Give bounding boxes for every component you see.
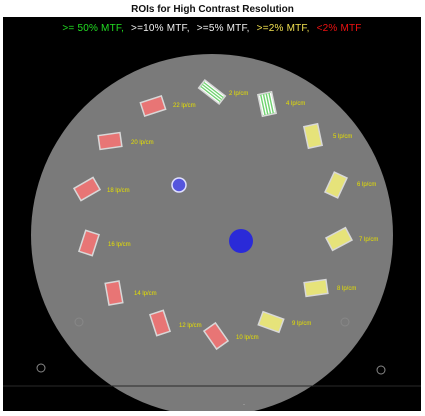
roi-label: 14 lp/cm (134, 291, 157, 297)
roi-label: 8 lp/cm (337, 286, 356, 292)
line-pair-bar (264, 94, 270, 114)
roi-label: 6 lp/cm (357, 182, 376, 188)
roi-12-lp-cm (148, 309, 172, 337)
roi-16-lp-cm (77, 229, 101, 257)
roi-label: 5 lp/cm (333, 134, 352, 140)
line-pair-bar (201, 85, 222, 101)
roi-box (302, 122, 324, 150)
legend-entry-50: >= 50% MTF, (62, 23, 125, 34)
roi-5-lp-cm (302, 122, 324, 150)
roi-box (148, 309, 172, 337)
line-pair-bar (269, 92, 276, 113)
roi-box (257, 310, 285, 334)
roi-22-lp-cm (139, 94, 167, 118)
legend-entry-10: >=10% MTF, (131, 23, 190, 34)
line-pair-bar (199, 87, 220, 103)
roi-20-lp-cm (97, 131, 123, 151)
line-pair-bar (261, 94, 268, 115)
roi-box (197, 79, 227, 105)
roi-box (104, 280, 124, 306)
roi-label: 9 lp/cm (292, 321, 311, 327)
roi-label: 16 lp/cm (108, 242, 131, 248)
marker-ring (74, 317, 84, 327)
roi-14-lp-cm (104, 280, 124, 306)
roi-box (202, 321, 230, 351)
marker-ring (376, 365, 386, 375)
line-pair-bar (202, 83, 223, 99)
mtf-legend: >= 50% MTF, >=10% MTF, >=5% MTF, >=2% MT… (3, 23, 421, 34)
roi-2-lp-cm (197, 79, 227, 105)
roi-7-lp-cm (324, 226, 354, 252)
roi-box (324, 226, 354, 252)
roi-box (72, 176, 102, 202)
legend-entry-lt2: <2% MTF (316, 23, 362, 34)
phantom-image-panel: >= 50% MTF, >=10% MTF, >=5% MTF, >=2% MT… (3, 17, 421, 411)
roi-18-lp-cm (72, 176, 102, 202)
roi-9-lp-cm (257, 310, 285, 334)
roi-label: 12 lp/cm (179, 323, 202, 329)
marker-ring (36, 363, 46, 373)
marker-ring (340, 317, 350, 327)
roi-label: 4 lp/cm (286, 101, 305, 107)
roi-box (303, 278, 329, 298)
roi-box (324, 171, 348, 199)
roi-layer: 2 lp/cm 4 lp/cm 5 lp/cm 6 lp/cm 7 lp/cm 8 lp/… (72, 79, 378, 351)
roi-label: 7 lp/cm (359, 237, 378, 243)
line-pair-bar (258, 95, 265, 116)
roi-label: 2 lp/cm (229, 91, 248, 97)
roi-box (97, 131, 123, 151)
small-insert (171, 177, 187, 193)
roi-label: 10 lp/cm (236, 335, 259, 341)
center-insert (229, 229, 253, 253)
line-pair-bar (266, 93, 273, 114)
phantom-diagram: - 2 lp/cm 4 lp/cm 5 lp/cm 6 lp/cm 7 lp/cm 8 l… (3, 54, 421, 411)
roi-box (77, 229, 101, 257)
roi-4-lp-cm (256, 90, 278, 118)
figure-title: ROIs for High Contrast Resolution (131, 4, 294, 15)
line-pair-bar (204, 81, 225, 97)
roi-box (139, 94, 167, 118)
footer-mark: - (243, 402, 245, 408)
roi-label: 18 lp/cm (107, 188, 130, 194)
legend-entry-5: >=5% MTF, (196, 23, 250, 34)
roi-8-lp-cm (303, 278, 329, 298)
roi-label: 22 lp/cm (173, 103, 196, 109)
legend-entry-2: >=2% MTF, (256, 23, 310, 34)
roi-10-lp-cm (202, 321, 230, 351)
roi-label: 20 lp/cm (131, 140, 154, 146)
roi-6-lp-cm (324, 171, 348, 199)
